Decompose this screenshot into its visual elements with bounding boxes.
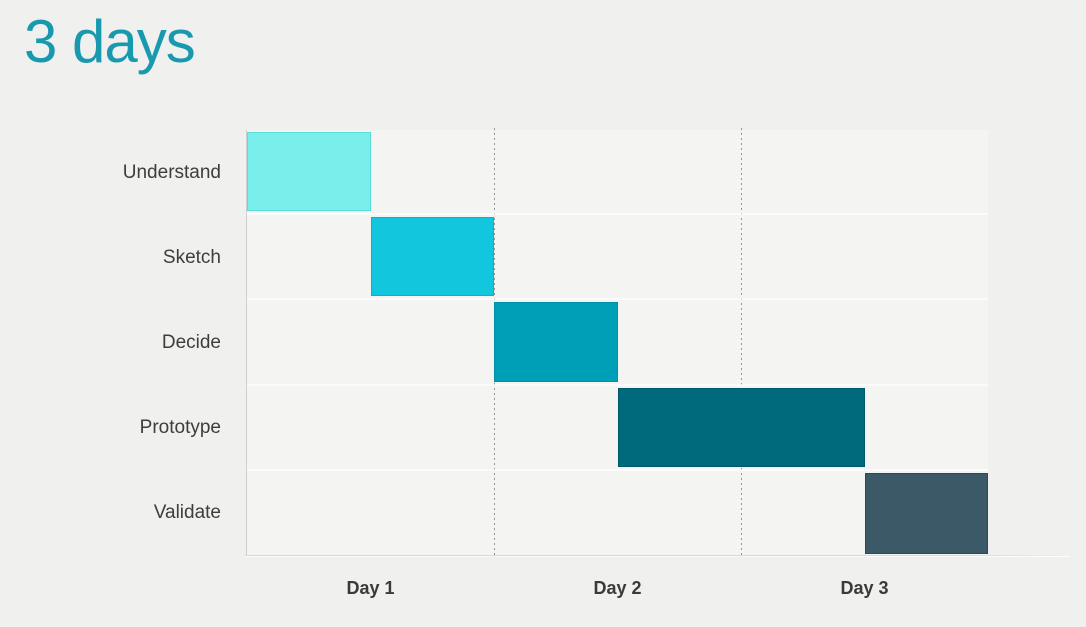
gantt-row-decide <box>247 300 988 386</box>
gantt-row-validate <box>247 471 988 556</box>
gantt-row-sketch <box>247 215 988 301</box>
page-title: 3 days <box>24 8 196 75</box>
x-axis-line <box>245 555 1070 556</box>
y-axis-line <box>246 130 247 556</box>
row-label-prototype: Prototype <box>139 417 221 439</box>
day-label-1: Day 1 <box>346 578 395 598</box>
row-label-understand: Understand <box>122 161 221 183</box>
gantt-bar-decide <box>494 302 618 382</box>
gantt-row-understand <box>247 130 988 216</box>
gantt-bar-sketch <box>370 217 494 297</box>
category-axis-labels: Understand Sketch Decide Prototype Validate <box>0 130 221 556</box>
row-label-decide: Decide <box>161 332 221 353</box>
gantt-bar-validate <box>864 472 988 554</box>
day-label-3: Day 3 <box>840 578 889 598</box>
day-separator-gridline <box>741 128 742 556</box>
row-label-validate: Validate <box>153 502 221 524</box>
row-label-sketch: Sketch <box>162 246 221 268</box>
gantt-plot-area <box>246 128 988 556</box>
day-label-2: Day 2 <box>593 578 642 598</box>
gantt-row-prototype <box>247 386 988 471</box>
gantt-bar-prototype <box>617 387 865 467</box>
gantt-bar-understand <box>247 132 371 212</box>
x-axis-tick-labels: Day 1 Day 2 Day 3 <box>247 578 988 604</box>
